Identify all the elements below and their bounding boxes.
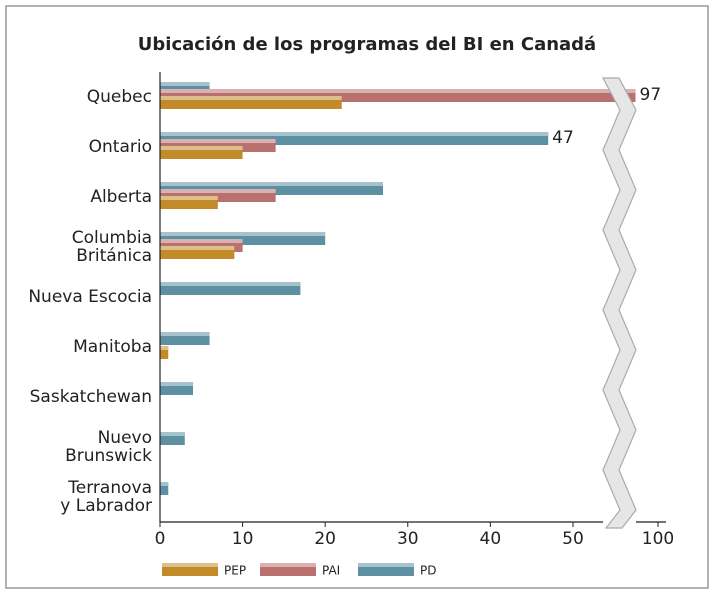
value-label: 97 — [640, 85, 662, 105]
bar — [160, 482, 169, 495]
legend-swatch-highlight — [260, 563, 316, 567]
bar-highlight — [160, 196, 218, 200]
value-label: 47 — [552, 128, 574, 148]
legend-label: PEP — [224, 564, 246, 578]
x-tick-label: 100 — [642, 529, 674, 549]
legend-label: PD — [420, 564, 436, 578]
bar-highlight — [160, 182, 383, 186]
bar-highlight — [160, 239, 243, 243]
bar-highlight — [160, 432, 185, 436]
bar-highlight — [160, 89, 636, 93]
chart-title: Ubicación de los programas del BI en Can… — [138, 34, 596, 55]
x-tick-label: 30 — [397, 529, 419, 549]
y-tick-label: Columbia Británica — [72, 228, 152, 266]
bar-highlight — [160, 232, 326, 236]
y-tick-label: Ontario — [89, 137, 152, 157]
x-tick-label: 50 — [562, 529, 584, 549]
plot: Quebec 97 Ontario 47 Alberta Columbia Británic… — [28, 82, 661, 516]
y-tick-label: Quebec — [87, 87, 152, 107]
bar-highlight — [160, 82, 210, 86]
x-tick-label: 0 — [155, 529, 166, 549]
legend-swatch-highlight — [358, 563, 414, 567]
bar-highlight — [160, 146, 243, 150]
bar-highlight — [160, 382, 194, 386]
x-tick-label: 40 — [480, 529, 502, 549]
y-tick-label: Alberta — [90, 187, 152, 207]
y-tick-label: Saskatchewan — [30, 387, 152, 407]
x-tick-label: 10 — [232, 529, 254, 549]
bar-highlight — [160, 346, 169, 350]
axis-break — [602, 77, 637, 529]
bar-highlight — [160, 282, 301, 286]
legend-label: PAI — [322, 564, 340, 578]
frame — [5, 5, 709, 589]
bar-highlight — [160, 139, 276, 143]
bar — [160, 346, 169, 359]
bar-highlight — [160, 332, 210, 336]
y-tick-label: Terranova y Labrador — [60, 478, 152, 516]
y-tick-label: Manitoba — [73, 337, 152, 357]
bar-highlight — [160, 246, 235, 250]
y-tick-label: Nuevo Brunswick — [65, 428, 152, 466]
bar-highlight — [160, 96, 342, 100]
legend-swatch-highlight — [162, 563, 218, 567]
bar-highlight — [160, 482, 169, 486]
bar-highlight — [160, 132, 549, 136]
x-tick-label: 20 — [314, 529, 336, 549]
bar-highlight — [160, 189, 276, 193]
y-tick-label: Nueva Escocia — [28, 287, 152, 307]
